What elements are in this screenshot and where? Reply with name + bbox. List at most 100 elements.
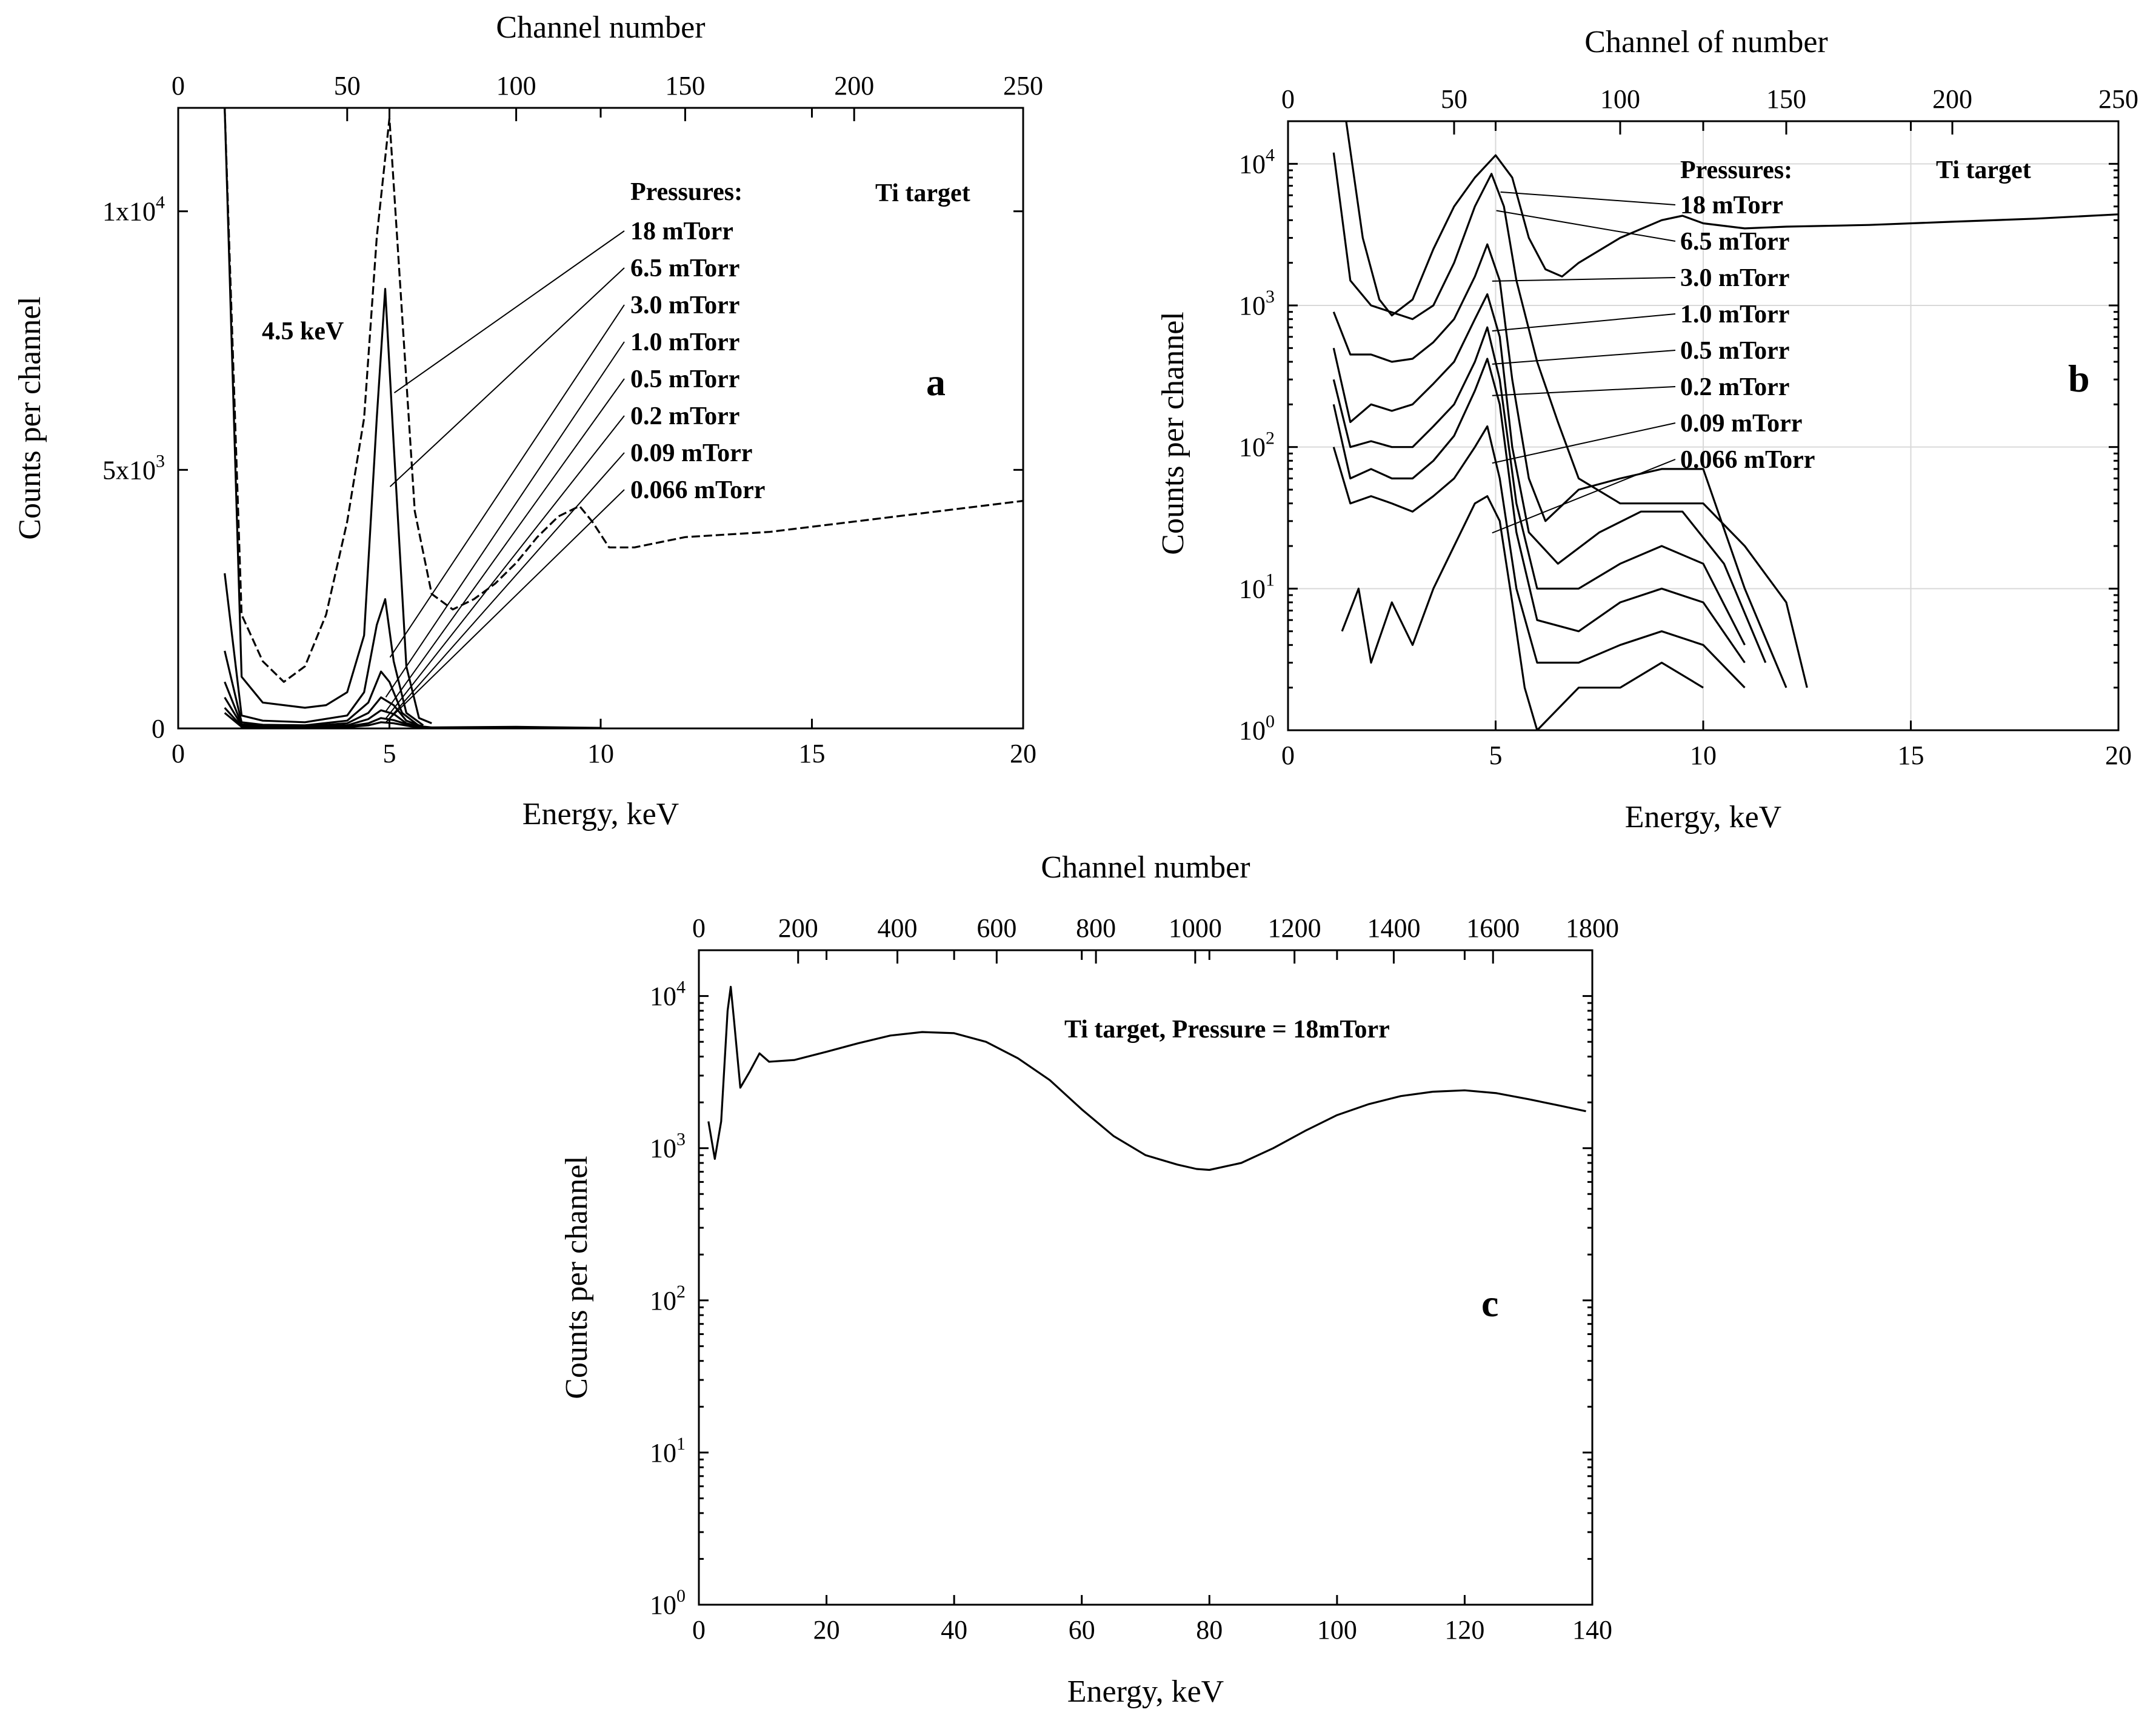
panel-a-series-18-mtorr (224, 108, 1023, 683)
panel-a-pressures-title: Pressures: (630, 178, 743, 206)
panel-b-leader-line (1492, 277, 1676, 282)
panel-c-x-tick-label: 20 (813, 1615, 840, 1645)
panel-b-series-18-mtorr (1345, 121, 2118, 317)
panel-c-y-tick-label: 100 (650, 1586, 686, 1620)
panel-b-leader-line (1500, 191, 1676, 205)
panel-b-y-axis-title: Counts per channel (1156, 311, 1190, 554)
panel-b-legend-label: 1.0 mTorr (1680, 301, 1789, 328)
panel-c-series-18-mtorr (707, 985, 1586, 1171)
panel-a-legend-label: 6.5 mTorr (630, 255, 739, 282)
panel-c-x-tick-label: 40 (941, 1615, 967, 1645)
panel-b-x-tick-label: 20 (2105, 741, 2132, 770)
panel-b-gridlines (1288, 121, 2118, 730)
panel-a-top-tick-label: 150 (665, 71, 705, 101)
panel-a-top-tick-label: 50 (334, 71, 361, 101)
panel-c-x-tick-label: 0 (692, 1615, 706, 1645)
panel-b-y-tick-label: 102 (1239, 428, 1275, 462)
panel-b-x-tick-label: 15 (1898, 741, 1924, 770)
panel-a-leader-line (389, 267, 625, 487)
panel-b-top-tick-label: 0 (1281, 84, 1295, 114)
panel-a-x-tick-label: 20 (1010, 739, 1036, 768)
panel-b-leader-line (1492, 422, 1676, 464)
panel-b-leader-lines (1492, 191, 1676, 534)
panel-c-top-tick-label: 800 (1076, 913, 1116, 943)
panel-b-legend: 18 mTorr 6.5 mTorr 3.0 mTorr 1.0 mTorr 0.5 m… (1680, 191, 1815, 474)
panel-c-y-axis-title: Counts per channel (559, 1156, 594, 1399)
panel-a-top-tick-label: 100 (496, 71, 536, 101)
panel-a-series-0-066-mtorr (224, 712, 601, 728)
panel-a-legend-label: 0.066 mTorr (630, 476, 765, 504)
panel-a-series-1-0-mtorr (224, 650, 420, 727)
panel-b-top-tick-label: 150 (1766, 84, 1806, 114)
panel-b-legend-label: 0.09 mTorr (1680, 410, 1802, 438)
panel-c-letter: c (1481, 1282, 1498, 1325)
panel-c-top-tick-label: 200 (778, 913, 818, 943)
panel-a-legend: 18 mTorr 6.5 mTorr 3.0 mTorr 1.0 mTorr 0.5 m… (630, 218, 765, 504)
panel-a-x-tick-label: 15 (799, 739, 826, 768)
panel-a-x-tick-label: 0 (172, 739, 185, 768)
panel-c-top-tick-label: 400 (878, 913, 918, 943)
panel-b-y-tick-label: 100 (1239, 711, 1275, 745)
panel-c-top-tick-label: 1400 (1367, 913, 1420, 943)
panel-b-top-tick-label: 100 (1600, 84, 1640, 114)
panel-c-top-tick-label: 1800 (1566, 913, 1619, 943)
panel-b-letter: b (2068, 357, 2090, 400)
panel-b-series-0-09-mtorr (1332, 425, 1746, 688)
panel-a-legend-label: 0.5 mTorr (630, 365, 739, 393)
panel-b-leader-line (1492, 313, 1676, 332)
panel-b-top-axis-title: Channel of number (1584, 25, 1827, 59)
panel-c-x-axis-title: Energy, keV (1067, 1674, 1224, 1709)
panel-c-x-tick-label: 120 (1444, 1615, 1484, 1645)
panel-b-pressures-title: Pressures: (1680, 156, 1792, 184)
panel-a-x-tick-label: 10 (587, 739, 614, 768)
panel-c-curves (707, 985, 1586, 1171)
panel-a-legend-label: 18 mTorr (630, 218, 733, 245)
panel-b-legend-label: 3.0 mTorr (1680, 264, 1789, 292)
panel-b-legend-label: 0.2 mTorr (1680, 373, 1789, 401)
panel-b-x-axis-title: Energy, keV (1625, 800, 1781, 834)
panel-a-top-tick-label: 250 (1003, 71, 1043, 101)
panel-c-y-tick-label: 102 (650, 1282, 686, 1316)
panel-b-leader-line (1492, 386, 1676, 396)
panel-c-y-tick-label: 101 (650, 1434, 686, 1468)
panel-a-legend-label: 0.09 mTorr (630, 439, 752, 467)
panel-a-leader-line (385, 378, 625, 712)
panel-a-y-tick-label: 1x104 (102, 193, 165, 227)
panel-b-x-tick-label: 10 (1690, 741, 1717, 770)
panel-c-title: Ti target, Pressure = 18mTorr (1064, 1016, 1390, 1044)
panel-a-legend-label: 0.2 mTorr (630, 402, 739, 430)
panel-b-legend-label: 0.066 mTorr (1680, 446, 1815, 474)
panel-b-y-tick-label: 101 (1239, 570, 1275, 604)
panel-a-leader-lines (385, 230, 625, 723)
panel-a-top-tick-label: 0 (172, 71, 185, 101)
panel-b-top-tick-label: 200 (1932, 84, 1972, 114)
panel-c-top-tick-label: 600 (976, 913, 1016, 943)
panel-c-y-tick-label: 104 (650, 977, 686, 1011)
panel-b-target-label: Ti target (1936, 156, 2031, 184)
panel-a-leader-line (393, 230, 625, 394)
panel-c-top-tick-label: 0 (692, 913, 706, 943)
panel-a-x-axis-title: Energy, keV (522, 797, 679, 831)
panel-b-leader-line (1492, 350, 1676, 365)
panel-a-top-axis-title: Channel number (496, 10, 705, 45)
panel-a-leader-line (385, 415, 625, 719)
panel-a-top-tick-label: 200 (834, 71, 874, 101)
panel-a-y-axis-title: Counts per channel (13, 296, 47, 539)
panel-b-series-0-066-mtorr (1341, 495, 1704, 730)
panel-c-x-tick-label: 60 (1069, 1615, 1095, 1645)
panel-c-y-tick-label: 103 (650, 1130, 686, 1164)
panel-c-top-tick-label: 1600 (1466, 913, 1520, 943)
panel-c: 0 20 40 60 80 100 120 1400 200 400 600 800 1000 1200 1… (559, 850, 1619, 1709)
panel-b-x-tick-label: 5 (1489, 741, 1503, 770)
panel-a-series-6-5-mtorr (224, 108, 432, 724)
panel-b-top-tick-label: 250 (2098, 84, 2138, 114)
panel-a-leader-line (385, 341, 625, 698)
panel-a-legend-label: 3.0 mTorr (630, 291, 739, 319)
panel-a-leader-line (385, 489, 625, 723)
panel-c-x-tick-label: 100 (1317, 1615, 1357, 1645)
